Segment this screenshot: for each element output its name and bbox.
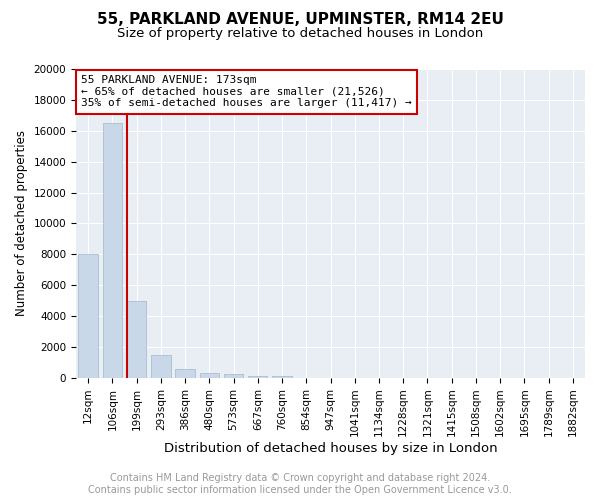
Bar [127, 300, 146, 378]
Bar [103, 123, 122, 378]
Text: Size of property relative to detached houses in London: Size of property relative to detached ho… [117, 28, 483, 40]
Bar [224, 374, 243, 378]
Text: 55 PARKLAND AVENUE: 173sqm
← 65% of detached houses are smaller (21,526)
35% of : 55 PARKLAND AVENUE: 173sqm ← 65% of deta… [81, 75, 412, 108]
Text: 55, PARKLAND AVENUE, UPMINSTER, RM14 2EU: 55, PARKLAND AVENUE, UPMINSTER, RM14 2EU [97, 12, 503, 28]
Bar [248, 376, 268, 378]
Y-axis label: Number of detached properties: Number of detached properties [15, 130, 28, 316]
Bar [79, 254, 98, 378]
Bar [151, 355, 170, 378]
Bar [272, 376, 292, 378]
X-axis label: Distribution of detached houses by size in London: Distribution of detached houses by size … [164, 442, 497, 455]
Text: Contains HM Land Registry data © Crown copyright and database right 2024.
Contai: Contains HM Land Registry data © Crown c… [88, 474, 512, 495]
Bar [175, 368, 195, 378]
Bar [200, 372, 219, 378]
